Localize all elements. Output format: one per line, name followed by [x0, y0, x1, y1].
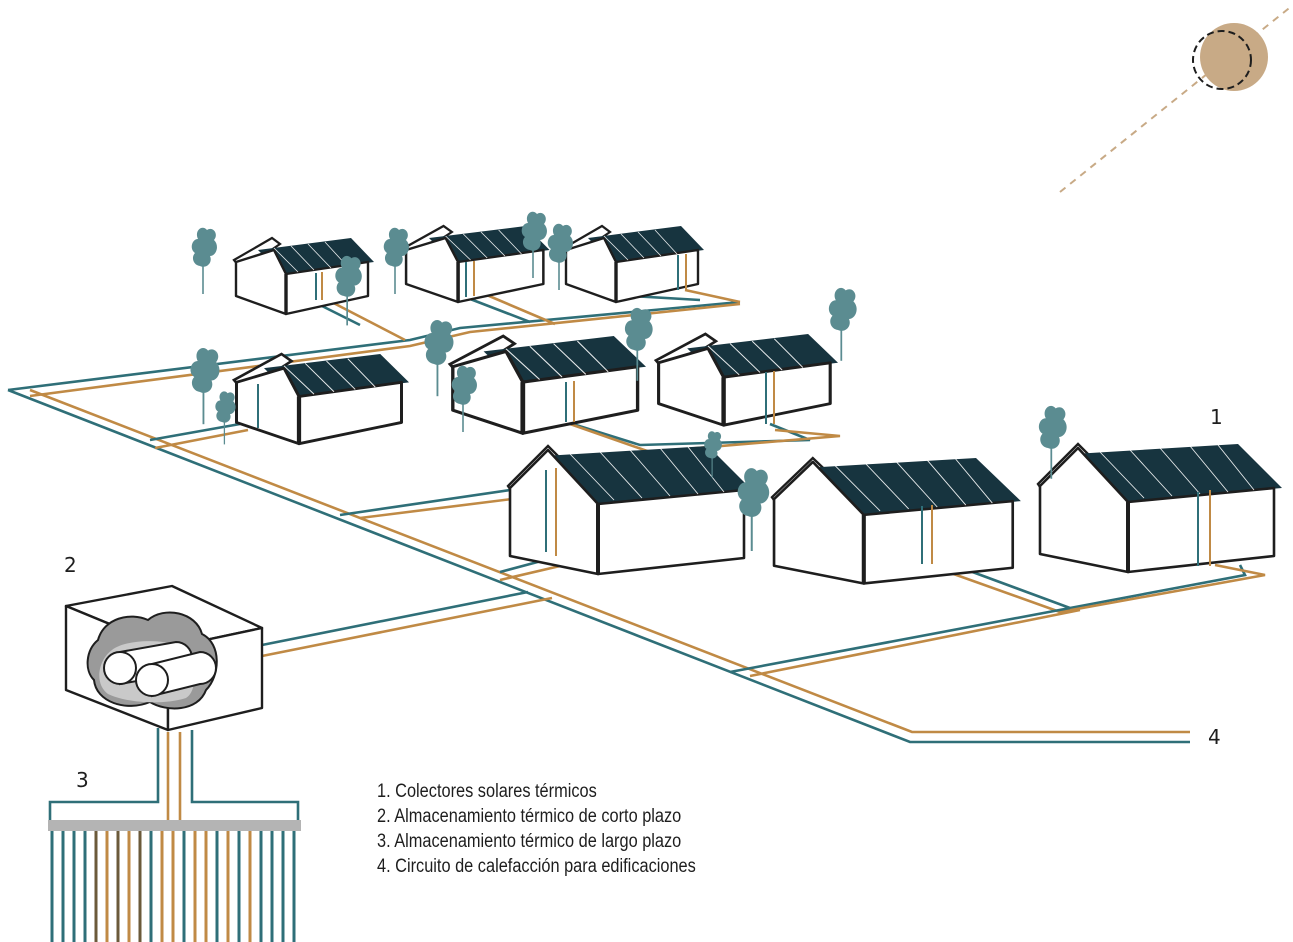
house-back-3: [562, 224, 706, 304]
house-middle-2: [450, 336, 646, 433]
long-term-borehole-storage: [48, 820, 301, 942]
house-back-1: [232, 236, 376, 316]
house-back-2: [402, 224, 552, 304]
label-collectors-number: 1: [1210, 405, 1223, 429]
house-front-2: [772, 458, 1021, 583]
legend-item-collectors: 1. Colectores solares térmicos: [377, 781, 597, 802]
house-middle-1: [234, 354, 409, 444]
house-middle-3: [656, 334, 838, 425]
label-heating-circuit-number: 4: [1208, 725, 1221, 749]
short-term-storage: [64, 584, 264, 732]
sun: [1059, 4, 1293, 193]
legend: 1. Colectores solares térmicos 2. Almace…: [377, 779, 696, 879]
house-front-3: [1036, 442, 1284, 574]
label-long-term-storage-number: 3: [76, 768, 89, 792]
house-front-1: [506, 444, 754, 576]
legend-item-heating-circuit: 4. Circuito de calefacción para edificac…: [377, 856, 696, 877]
legend-item-short-term-storage: 2. Almacenamiento térmico de corto plazo: [377, 806, 682, 827]
label-short-term-storage-number: 2: [64, 553, 77, 577]
legend-item-long-term-storage: 3. Almacenamiento térmico de largo plazo: [377, 831, 682, 852]
